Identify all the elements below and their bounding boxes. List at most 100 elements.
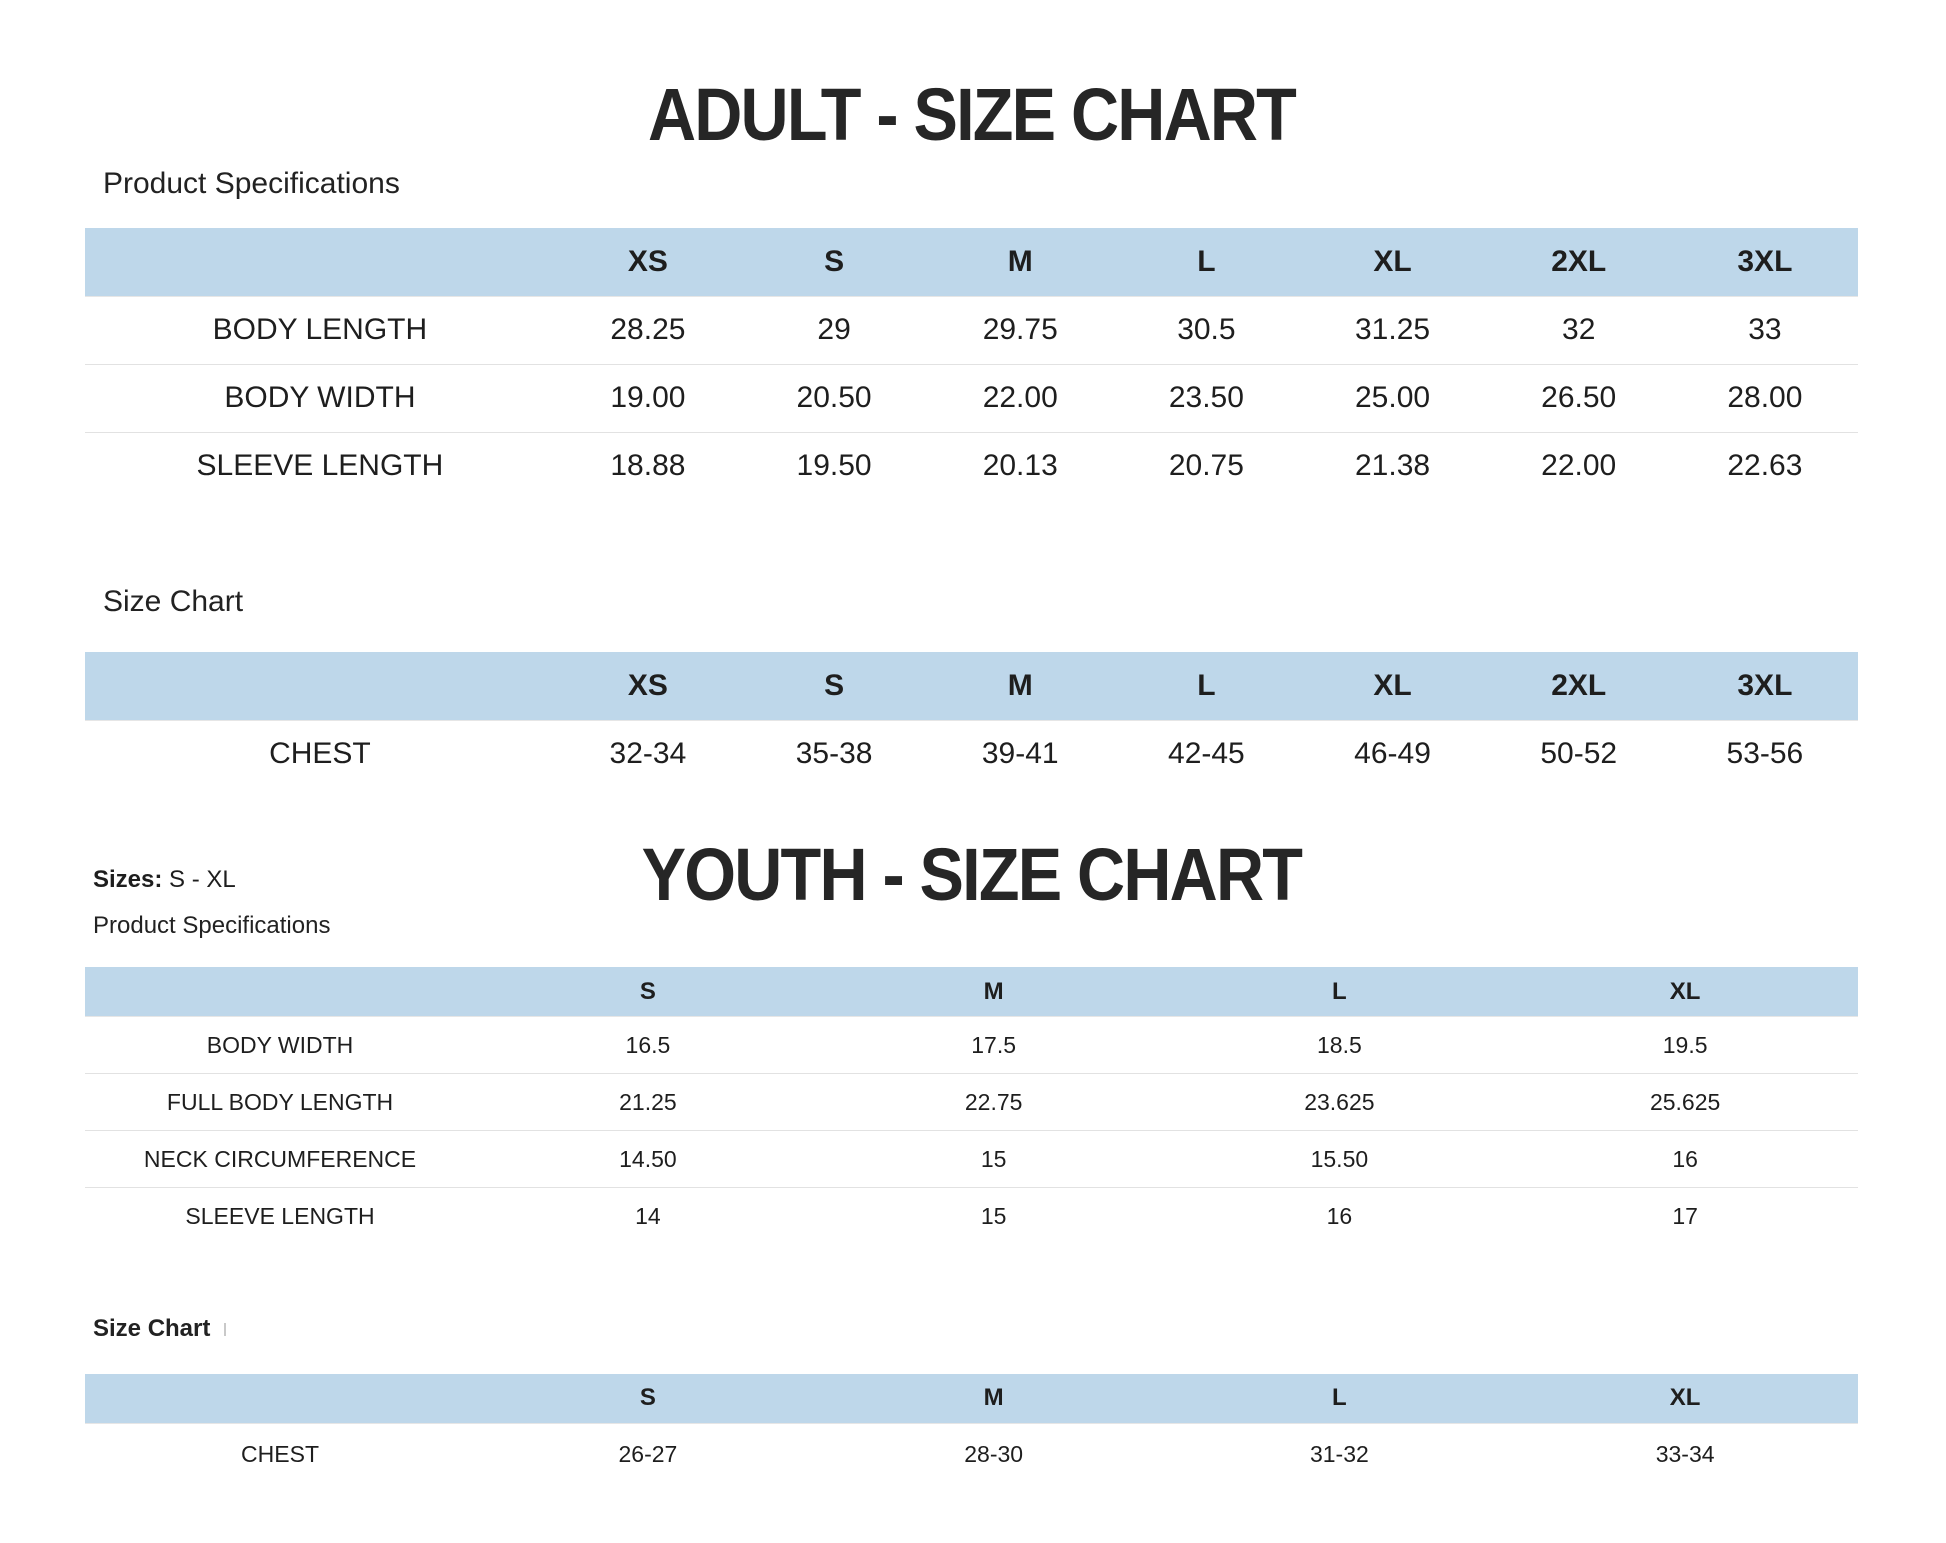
youth-spec-header-row: S M L XL bbox=[85, 966, 1858, 1017]
cell-value: 50-52 bbox=[1540, 737, 1618, 771]
cell-value: 29.75 bbox=[982, 313, 1058, 346]
cell-value: 31-32 bbox=[1309, 1441, 1369, 1468]
cell-value: 15 bbox=[980, 1145, 1007, 1172]
cell-value: 35-38 bbox=[795, 737, 873, 771]
adult-spec-header-empty bbox=[85, 228, 555, 296]
cell-value: 16 bbox=[1326, 1203, 1353, 1230]
table-row: NECK CIRCUMFERENCE 14.50 15 15.50 16 bbox=[85, 1131, 1858, 1188]
table-row: BODY WIDTH 19.00 20.50 22.00 23.50 25.00… bbox=[85, 364, 1858, 432]
row-label: CHEST bbox=[241, 1441, 319, 1468]
adult-section-title: ADULT - SIZE CHART bbox=[85, 0, 1858, 152]
row-label: SLEEVE LENGTH bbox=[185, 1203, 375, 1230]
adult-size-header-3xl: 3XL bbox=[1737, 668, 1793, 702]
adult-product-specifications-table: XS S M L XL 2XL 3XL BODY LENGTH 28.25 29… bbox=[85, 228, 1858, 500]
cell-value: 17.5 bbox=[971, 1031, 1017, 1058]
youth-product-specifications-label: Product Specifications bbox=[93, 912, 331, 939]
cell-value: 33-34 bbox=[1655, 1441, 1715, 1468]
row-label: CHEST bbox=[269, 737, 371, 771]
adult-spec-header-l: L bbox=[1197, 244, 1216, 278]
adult-size-header-row: XS S M L XL 2XL 3XL bbox=[85, 652, 1858, 720]
cell-value: 21.38 bbox=[1355, 449, 1431, 483]
cell-value: 16 bbox=[1672, 1145, 1698, 1172]
table-row: CHEST 32-34 35-38 39-41 42-45 46-49 50-5… bbox=[85, 720, 1858, 788]
youth-sizes-line: Sizes: S - XL bbox=[93, 866, 1858, 894]
adult-size-chart-table: XS S M L XL 2XL 3XL CHEST 32-34 35-38 39… bbox=[85, 652, 1858, 788]
table-row: SLEEVE LENGTH 18.88 19.50 20.13 20.75 21… bbox=[85, 432, 1858, 500]
cell-value: 22.75 bbox=[964, 1088, 1023, 1115]
youth-size-chart-table: S M L XL CHEST 26-27 28-30 31-32 33-34 bbox=[85, 1373, 1858, 1486]
youth-size-chart-label-text: Size Chart bbox=[93, 1314, 211, 1342]
cell-value: 20.13 bbox=[982, 449, 1058, 483]
cell-value: 18.5 bbox=[1317, 1031, 1362, 1058]
table-row: CHEST 26-27 28-30 31-32 33-34 bbox=[85, 1424, 1858, 1486]
cell-value: 21.25 bbox=[619, 1088, 677, 1115]
row-label: BODY WIDTH bbox=[224, 381, 416, 414]
adult-size-header-xl: XL bbox=[1373, 668, 1412, 702]
cell-value: 15.50 bbox=[1310, 1145, 1369, 1172]
cell-value: 23.625 bbox=[1304, 1088, 1375, 1115]
cell-value: 28.25 bbox=[610, 313, 686, 346]
youth-spec-header-xl: XL bbox=[1669, 977, 1701, 1005]
cell-value: 17 bbox=[1672, 1203, 1698, 1230]
youth-section-title-text: YOUTH - SIZE CHART bbox=[641, 833, 1303, 916]
cell-value: 29 bbox=[817, 313, 851, 346]
cell-value: 26-27 bbox=[618, 1441, 678, 1468]
cell-value: 19.5 bbox=[1662, 1031, 1708, 1058]
adult-spec-header-xs: XS bbox=[627, 244, 668, 278]
cell-value: 25.625 bbox=[1649, 1088, 1721, 1115]
youth-size-chart-label: Size Chart bbox=[93, 1315, 1858, 1344]
youth-sizes-value: S - XL bbox=[169, 866, 236, 893]
cell-value: 22.63 bbox=[1727, 449, 1803, 483]
adult-size-chart-label: Size Chart bbox=[103, 585, 244, 618]
cell-value: 28.00 bbox=[1727, 381, 1803, 414]
table-row: BODY LENGTH 28.25 29 29.75 30.5 31.25 32… bbox=[85, 296, 1858, 364]
adult-spec-header-m: M bbox=[1007, 244, 1033, 278]
cell-value: 23.50 bbox=[1168, 381, 1244, 414]
cell-value: 25.00 bbox=[1355, 381, 1431, 414]
adult-spec-header-2xl: 2XL bbox=[1551, 244, 1607, 278]
cell-value: 14.50 bbox=[619, 1145, 677, 1172]
table-row: SLEEVE LENGTH 14 15 16 17 bbox=[85, 1188, 1858, 1245]
adult-spec-header-xl: XL bbox=[1373, 244, 1412, 278]
adult-size-header-m: M bbox=[1007, 668, 1033, 702]
youth-size-header-l: L bbox=[1332, 1384, 1347, 1412]
row-label: SLEEVE LENGTH bbox=[196, 449, 444, 483]
adult-spec-header-3xl: 3XL bbox=[1737, 244, 1793, 278]
cell-value: 20.75 bbox=[1168, 449, 1244, 483]
youth-size-header-row: S M L XL bbox=[85, 1373, 1858, 1424]
youth-product-specifications-table: S M L XL BODY WIDTH 16.5 17.5 18.5 19.5 … bbox=[85, 966, 1858, 1245]
cell-value: 15 bbox=[980, 1203, 1007, 1230]
cell-value: 31.25 bbox=[1355, 313, 1431, 346]
cell-value: 33 bbox=[1748, 313, 1782, 346]
youth-sizes-label: Sizes: bbox=[93, 866, 163, 893]
youth-size-header-m: M bbox=[983, 1384, 1004, 1412]
cell-value: 22.00 bbox=[982, 381, 1058, 414]
adult-size-header-2xl: 2XL bbox=[1551, 668, 1607, 702]
cell-value: 19.00 bbox=[610, 381, 686, 414]
row-label: BODY WIDTH bbox=[206, 1031, 354, 1058]
youth-spec-header-l: L bbox=[1332, 977, 1347, 1005]
cell-value: 16.5 bbox=[625, 1031, 671, 1058]
cursor-tick-mark bbox=[224, 1322, 227, 1336]
adult-product-specifications-label: Product Specifications bbox=[103, 167, 400, 200]
cell-value: 46-49 bbox=[1354, 737, 1431, 771]
cell-value: 39-41 bbox=[981, 737, 1059, 771]
cell-value: 22.00 bbox=[1541, 449, 1617, 483]
row-label: FULL BODY LENGTH bbox=[166, 1088, 394, 1115]
youth-size-header-empty bbox=[85, 1374, 475, 1424]
adult-size-header-empty bbox=[85, 652, 555, 720]
table-row: FULL BODY LENGTH 21.25 22.75 23.625 25.6… bbox=[85, 1074, 1858, 1131]
adult-size-header-l: L bbox=[1197, 668, 1216, 702]
cell-value: 26.50 bbox=[1541, 381, 1617, 414]
cell-value: 19.50 bbox=[796, 449, 872, 483]
youth-size-header-xl: XL bbox=[1669, 1384, 1701, 1412]
adult-section-title-text: ADULT - SIZE CHART bbox=[647, 73, 1297, 156]
row-label: NECK CIRCUMFERENCE bbox=[143, 1145, 417, 1172]
table-row: BODY WIDTH 16.5 17.5 18.5 19.5 bbox=[85, 1017, 1858, 1074]
cell-value: 18.88 bbox=[610, 449, 686, 483]
adult-spec-header-row: XS S M L XL 2XL 3XL bbox=[85, 228, 1858, 296]
cell-value: 20.50 bbox=[796, 381, 872, 414]
cell-value: 28-30 bbox=[964, 1441, 1024, 1468]
cell-value: 32-34 bbox=[609, 737, 687, 771]
